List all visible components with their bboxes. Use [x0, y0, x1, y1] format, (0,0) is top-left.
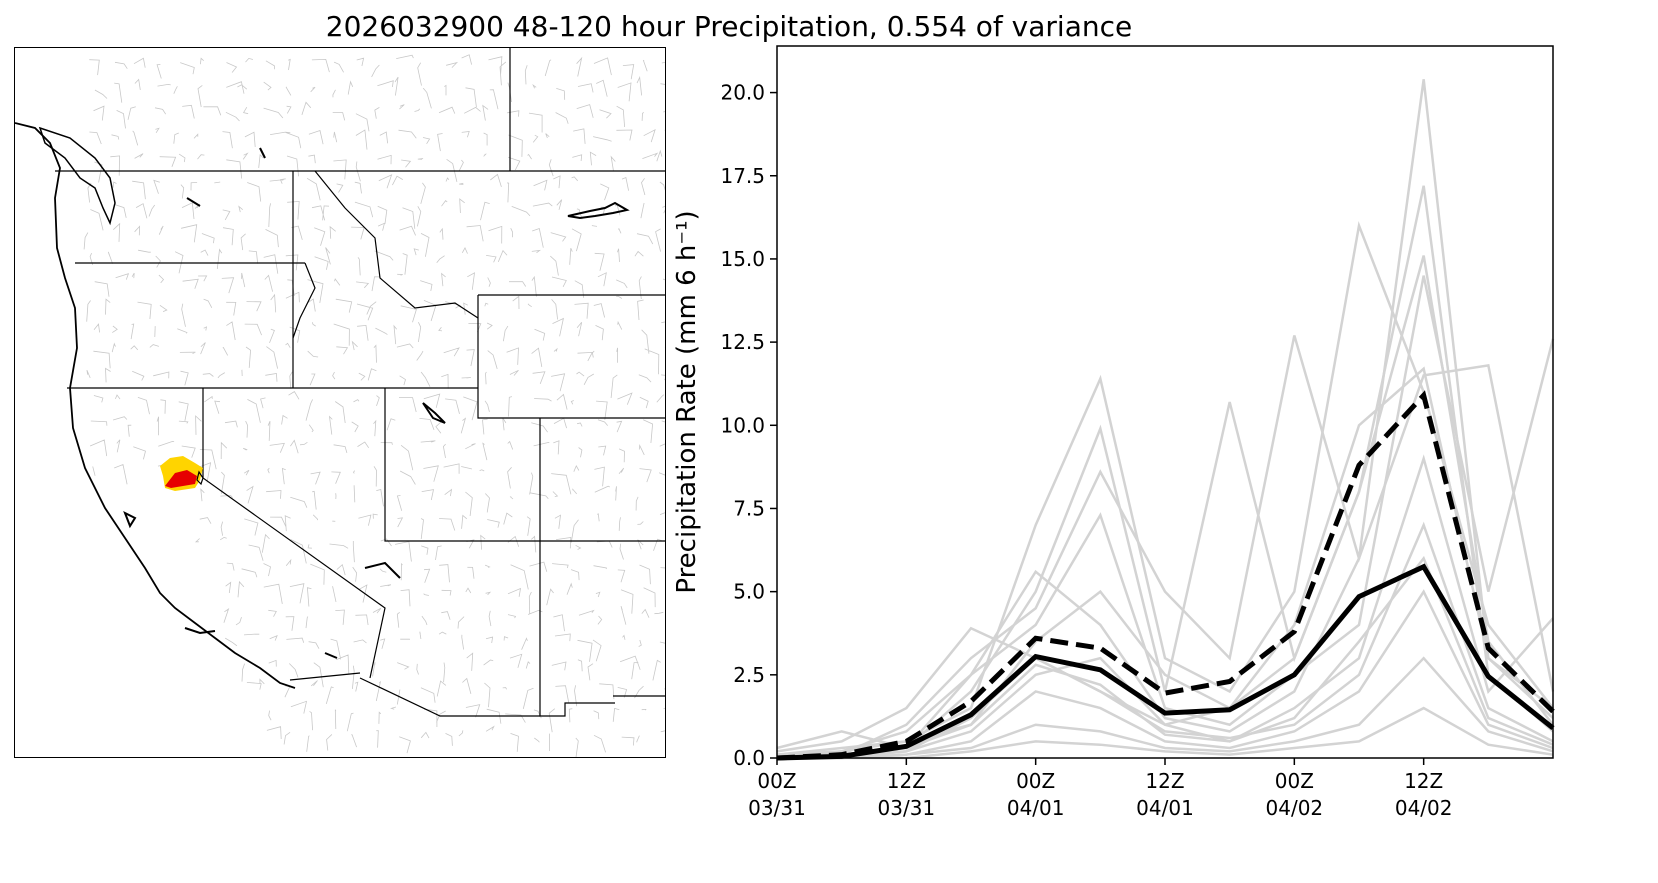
highlight-region	[160, 456, 204, 491]
ensemble-member-line	[777, 521, 1554, 760]
x-tick-label-date: 04/02	[1266, 796, 1324, 820]
y-axis: 0.0 2.5 5.0 7.5 10.0 12.5 15.0 17.5 20.0	[720, 81, 777, 770]
ensemble-member-line	[776, 79, 1554, 750]
ensemble-member-line	[776, 185, 1554, 753]
x-tick-label-time: 00Z	[1016, 769, 1055, 793]
y-tick-label: 10.0	[720, 413, 765, 437]
solid-mean-line	[776, 563, 1555, 761]
x-tick-label-time: 00Z	[757, 769, 796, 793]
y-tick-label: 2.5	[733, 663, 765, 687]
coastline	[15, 122, 296, 689]
puget-sound	[38, 126, 116, 226]
lakes	[123, 147, 630, 659]
y-tick-label: 7.5	[733, 496, 765, 520]
y-tick-label: 15.0	[720, 247, 765, 271]
dashed-mean-line	[776, 390, 1555, 761]
ensemble-member-line	[776, 275, 1555, 760]
summary-lines	[776, 390, 1555, 761]
state-borders	[55, 48, 665, 717]
ensemble-member-line	[777, 656, 1554, 760]
y-tick-label: 17.5	[720, 164, 765, 188]
x-axis: 00Z 03/31 12Z 03/31 00Z 04/01 12Z 04/01 00Z 04/02…	[748, 758, 1452, 820]
y-tick-label: 5.0	[733, 580, 765, 604]
y-tick-label: 20.0	[720, 81, 765, 105]
x-tick-label-date: 04/02	[1395, 796, 1453, 820]
x-tick-label-date: 04/01	[1007, 796, 1065, 820]
ensemble-member-line	[776, 335, 1555, 760]
basin-map	[15, 48, 665, 757]
y-tick-label: 0.0	[733, 746, 765, 770]
ensemble-lines	[776, 79, 1555, 760]
y-tick-label: 12.5	[720, 330, 765, 354]
basin-lines	[83, 54, 665, 757]
plot-frame	[776, 45, 1554, 759]
x-tick-label-time: 12Z	[887, 769, 926, 793]
x-tick-label-time: 00Z	[1275, 769, 1314, 793]
x-tick-label-date: 03/31	[748, 796, 806, 820]
y-axis-label: Precipitation Rate (mm 6 h⁻¹)	[672, 210, 702, 593]
figure-title: 2026032900 48-120 hour Precipitation, 0.…	[325, 10, 1133, 43]
map-panel	[14, 47, 666, 758]
x-tick-label-time: 12Z	[1404, 769, 1443, 793]
x-tick-label-date: 04/01	[1136, 796, 1194, 820]
x-tick-label-time: 12Z	[1145, 769, 1184, 793]
x-tick-label-date: 03/31	[878, 796, 936, 820]
